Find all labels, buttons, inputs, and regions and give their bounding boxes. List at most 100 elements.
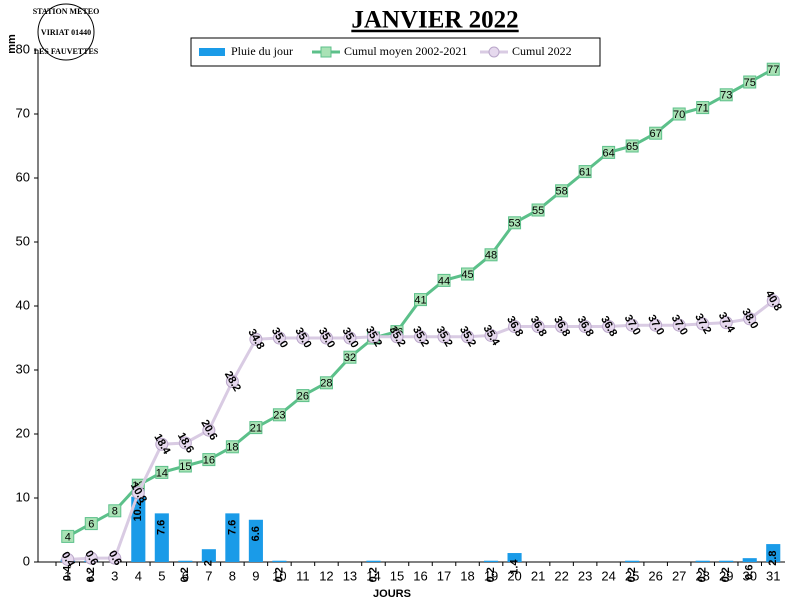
marker [319,331,333,345]
point-label: 28 [320,378,332,390]
x-tick-label: 14 [366,568,380,583]
marker [296,389,310,403]
x-tick-label: 22 [554,568,568,583]
bar [766,544,781,562]
point-label: 58 [555,186,567,198]
bar-value-label: 0.2 [485,567,497,582]
bar [366,560,381,562]
x-tick-label: 25 [625,568,639,583]
marker [249,421,263,435]
x-tick-label: 21 [531,568,545,583]
bar-value-label: 0.2 [697,567,709,582]
point-label: 48 [485,250,497,262]
marker [414,330,427,344]
marker [61,552,75,566]
marker [649,318,663,332]
bar-value-label: 0.2 [273,567,285,582]
bar-value-label: 7.6 [226,520,238,535]
marker [155,465,169,479]
marker [461,267,475,281]
x-tick-label: 31 [766,568,780,583]
point-label: 70 [673,109,685,121]
bar [507,553,522,562]
x-tick-label: 26 [648,568,662,583]
x-tick-label: 13 [343,568,357,583]
bar-value-label: 0.2 [85,567,97,582]
marker [225,375,239,389]
marker [108,551,122,565]
marker [461,330,475,344]
marker [202,453,216,467]
bar [719,560,734,562]
point-label: 65 [626,141,638,153]
point-label: 20.6 [198,418,219,443]
marker [343,350,357,364]
y-tick-label: 0 [23,553,30,568]
marker [672,318,686,332]
point-label: 36.8 [504,314,525,339]
bar-value-label: 0.2 [720,567,732,582]
point-label: 53 [508,218,520,230]
bar-value-label: 0.2 [626,567,638,582]
legend-swatch [199,48,225,56]
bar-value-label: 0.4 [62,565,74,581]
bar [248,519,263,562]
bar-value-label: 1.4 [508,559,520,575]
marker [578,319,592,333]
x-tick-label: 11 [296,568,310,583]
bar-value-label: 2.8 [767,550,779,565]
bar-value-label: 7.6 [156,520,168,535]
marker [555,184,569,198]
x-axis-label: JOURS [373,588,411,600]
logo-text: STATION METEO [33,7,100,16]
point-label: 44 [438,275,450,287]
bar [225,513,240,562]
marker [131,486,145,500]
bar-value-label: 0.2 [179,567,191,582]
point-label: 64 [603,147,615,159]
point-label: 32 [344,352,356,364]
point-label: 34.8 [245,327,266,352]
point-label: 28.2 [222,369,243,394]
point-label: 0.6 [82,548,100,567]
marker [625,139,639,153]
marker [178,436,192,450]
bar-value-label: 0.2 [367,567,379,582]
point-label: 26 [297,391,309,403]
x-tick-label: 9 [252,568,259,583]
bar-value-label: 10.2 [132,500,144,521]
marker [319,376,333,390]
marker [602,145,616,159]
logo-ring [37,3,95,61]
marker [766,294,780,308]
marker [625,318,639,332]
point-label: 41 [414,295,426,307]
bar-value-label: 0.6 [744,565,756,580]
legend-label: Cumul moyen 2002-2021 [344,44,467,58]
logo-text: VIRIAT 01440 [41,28,91,37]
marker [484,248,498,262]
marker [108,504,122,518]
bar [695,560,710,562]
y-tick-label: 70 [16,105,30,120]
logo-text: LES FAUVETTES [34,47,99,56]
y-tick-label: 60 [16,169,30,184]
x-tick-label: 17 [437,568,451,583]
point-label: 40.8 [763,289,784,314]
point-label: 23 [273,410,285,422]
point-label: 16 [203,455,215,467]
x-tick-label: 7 [205,568,212,583]
point-label: 75 [744,77,756,89]
bar [201,549,216,562]
marker [390,330,404,344]
legend-marker [488,46,500,58]
bar [178,560,193,562]
marker [84,551,98,565]
marker [437,330,451,344]
y-tick-label: 10 [16,489,30,504]
point-label: 55 [532,205,544,217]
marker [155,437,169,451]
x-tick-label: 20 [507,568,521,583]
marker [555,319,569,333]
